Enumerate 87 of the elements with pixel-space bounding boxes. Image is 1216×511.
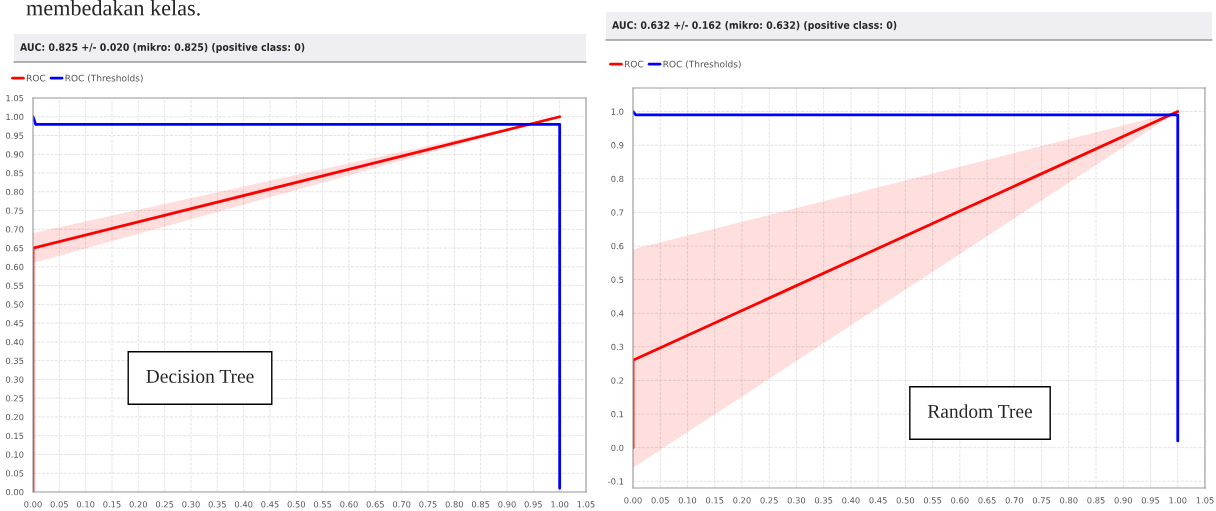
y-tick-label: 0.45 [5,320,24,327]
x-tick-label: 0.30 [787,497,806,504]
y-tick-label: 0.60 [5,263,24,271]
x-tick-label: 0.65 [366,501,384,508]
x-tick-label: 0.70 [392,501,411,508]
x-tick-label: 0.35 [208,501,226,508]
annotation: Decision Tree [146,369,254,383]
legend-label: ROC [26,74,46,82]
y-tick-label: 0.30 [5,376,24,383]
x-tick-label: 0.95 [524,501,542,508]
x-tick-label: 0.40 [234,501,253,508]
y-tick-label: 0.7 [611,209,624,216]
x-tick-label: 0.05 [651,497,669,504]
y-tick-label: 0.80 [5,188,24,196]
y-tick-label: 0.3 [611,343,624,351]
x-tick-label: 0.05 [50,501,68,508]
x-tick-label: 0.70 [1005,497,1024,504]
x-tick-label: 0.10 [678,497,697,504]
y-tick-label: 0.00 [5,488,24,496]
y-tick-label: 0.0 [611,444,624,451]
y-tick-label: 1.00 [6,113,24,121]
legend-label: ROC [624,60,644,68]
x-tick-label: 0.90 [1114,497,1133,504]
y-tick-label: 0.70 [5,226,24,233]
x-tick-label: 0.80 [445,501,464,508]
y-tick-label: 0.6 [611,242,624,250]
y-tick-label: 0.40 [5,338,24,346]
y-tick-label: 0.8 [611,175,624,183]
x-tick-label: 0.30 [182,501,200,508]
y-tick-label: 0.10 [5,451,24,458]
x-tick-label: 0.60 [951,497,969,504]
y-tick-label: 1.0 [611,108,624,115]
y-tick-label: 0.95 [5,132,24,139]
y-tick-label: 1.05 [6,94,24,102]
legend-label: ROC (Thresholds) [65,74,143,83]
y-tick-label: 0.9 [611,142,624,149]
x-tick-label: 0.50 [896,497,915,504]
text: membedakan kelas. [26,0,200,16]
x-tick-label: 1.00 [551,501,569,508]
x-tick-label: 0.45 [869,497,887,504]
x-tick-label: 0.50 [287,501,306,508]
x-tick-label: 0.60 [340,501,358,508]
x-tick-label: 0.85 [471,501,490,508]
annotation: Random Tree [927,404,1032,418]
x-tick-label: 0.20 [733,497,751,504]
y-tick-label: 0.65 [5,245,24,252]
x-tick-label: 0.20 [129,501,148,508]
x-tick-label: 1.05 [577,501,595,508]
y-tick-label: 0.25 [5,395,24,402]
x-tick-label: 0.95 [1141,497,1160,504]
x-tick-label: 0.85 [1087,497,1105,504]
y-tick-label: 0.2 [611,377,624,384]
y-tick-label: 0.4 [611,310,624,317]
x-tick-label: 0.55 [923,497,942,504]
x-tick-label: 0.10 [76,501,95,508]
legend-label: ROC (Thresholds) [663,60,741,69]
y-tick-label: 0.50 [5,301,24,308]
y-tick-label: 0.75 [5,207,24,214]
x-tick-label: 1.00 [1169,497,1187,504]
x-tick-label: 0.25 [155,501,174,508]
x-tick-label: 0.45 [261,501,279,508]
y-tick-label: 0.15 [5,432,24,439]
x-tick-label: 0.80 [1060,497,1078,504]
x-tick-label: 0.15 [103,501,121,508]
y-tick-label: 0.5 [611,276,624,283]
x-tick-label: 0.55 [313,501,332,508]
y-tick-label: 0.85 [5,170,24,177]
x-tick-label: 0.35 [814,497,833,504]
x-tick-label: 0.00 [24,501,42,508]
x-tick-label: 0.40 [842,497,860,504]
x-tick-label: 0.15 [705,497,724,504]
chart-title: AUC: 0.632 +/- 0.162 (mikro: 0.632) (positive class: 0) [612,20,897,32]
chart-title: AUC: 0.825 +/- 0.020 (mikro: 0.825) (positive class: 0) [20,42,305,54]
x-tick-label: 0.65 [978,497,996,504]
x-tick-label: 0.90 [498,501,516,508]
x-tick-label: 0.25 [760,497,778,504]
y-tick-label: 0.90 [5,151,24,158]
y-tick-label: 0.05 [5,470,24,477]
y-tick-label: 0.55 [5,282,24,289]
x-tick-label: 0.00 [624,497,642,504]
x-tick-label: 0.75 [1032,497,1051,504]
x-tick-label: 1.05 [1196,497,1214,504]
y-tick-label: -0.1 [608,478,624,485]
y-tick-label: 0.35 [5,357,24,364]
y-tick-label: 0.20 [5,413,24,421]
y-tick-label: 0.1 [611,411,624,418]
x-tick-label: 0.75 [419,501,437,508]
